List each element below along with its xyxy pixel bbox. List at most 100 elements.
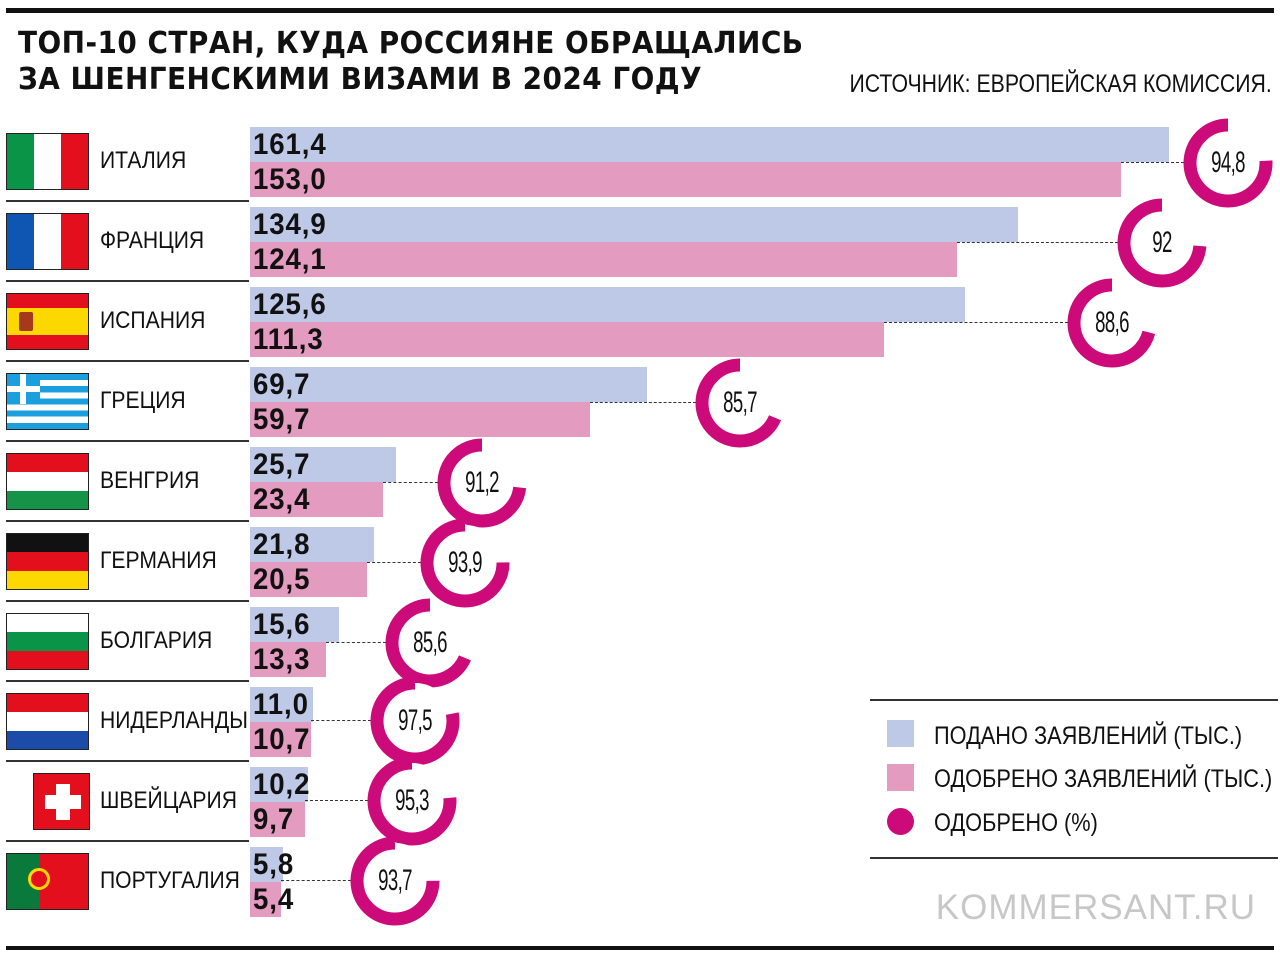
bottom-rule [6, 946, 1274, 950]
dashed-leader [883, 322, 1068, 323]
country-name: ВЕНГРИЯ [100, 467, 200, 494]
percent-label: 93,7 [378, 864, 412, 897]
switzerland-flag [33, 773, 90, 830]
portugal-flag [6, 853, 89, 910]
percent-label: 93,9 [448, 546, 482, 579]
bar-approved [250, 882, 281, 917]
country-name: ИТАЛИЯ [100, 147, 187, 174]
value-approved: 23,4 [253, 483, 311, 516]
chart-title: ТОП-10 СТРАН, КУДА РОССИЯНЕ ОБРАЩАЛИСЬ З… [18, 26, 804, 98]
dashed-leader [383, 482, 438, 483]
value-submitted: 125,6 [253, 288, 327, 321]
row-separator [6, 600, 249, 602]
netherlands-flag [6, 693, 89, 750]
percent-ring [349, 835, 441, 927]
percent-ring [419, 517, 511, 609]
dashed-leader [280, 880, 351, 881]
row-separator [6, 840, 249, 842]
percent-ring-arc [695, 358, 785, 448]
country-name: ГРЕЦИЯ [100, 387, 186, 414]
value-approved: 10,7 [253, 723, 311, 756]
percent-ring-arc [420, 518, 510, 608]
bar-submitted [250, 847, 284, 882]
percent-ring [366, 755, 458, 847]
legend-swatch-submitted [887, 720, 914, 747]
hungary-flag [6, 453, 89, 510]
percent-ring-arc [385, 598, 475, 688]
bulgaria-flag [6, 613, 89, 670]
legend-label-approved: ОДОБРЕНО ЗАЯВЛЕНИЙ (ТЫС.) [934, 765, 1273, 793]
value-approved: 20,5 [253, 563, 311, 596]
legend-swatch-approved [887, 764, 914, 791]
bar-approved [250, 322, 884, 357]
percent-ring [369, 675, 461, 767]
bar-approved [250, 802, 306, 837]
percent-label: 85,6 [413, 626, 447, 659]
value-approved: 111,3 [253, 323, 324, 356]
bar-submitted [250, 527, 375, 562]
legend-label-percent: ОДОБРЕНО (%) [934, 809, 1098, 837]
italy-flag [6, 133, 89, 190]
legend-label-submitted: ПОДАНО ЗАЯВЛЕНИЙ (ТЫС.) [934, 722, 1243, 750]
country-name: НИДЕРЛАНДЫ [100, 707, 248, 734]
row-separator [6, 520, 249, 522]
percent-label: 95,3 [395, 784, 429, 817]
percent-ring-arc [1117, 198, 1207, 288]
row-separator [6, 360, 249, 362]
bar-submitted [250, 447, 397, 482]
france-flag [6, 213, 89, 270]
row-separator [6, 200, 249, 202]
dashed-leader [956, 242, 1118, 243]
value-submitted: 161,4 [253, 128, 327, 161]
dashed-leader [589, 402, 696, 403]
percent-ring-arc [367, 756, 457, 846]
value-submitted: 25,7 [253, 448, 311, 481]
title-line-1: ТОП-10 СТРАН, КУДА РОССИЯНЕ ОБРАЩАЛИСЬ [18, 26, 804, 61]
percent-ring [436, 437, 528, 529]
percent-label: 85,7 [723, 386, 757, 419]
value-submitted: 134,9 [253, 208, 327, 241]
dashed-leader [305, 800, 368, 801]
percent-ring-arc [1183, 118, 1273, 208]
legend-divider [870, 699, 1278, 701]
bar-submitted [250, 127, 1169, 162]
value-submitted: 11,0 [253, 688, 309, 721]
percent-label: 97,5 [398, 704, 432, 737]
row-separator [6, 280, 249, 282]
bar-submitted [250, 607, 339, 642]
value-approved: 153,0 [253, 163, 327, 196]
value-submitted: 15,6 [253, 608, 311, 641]
percent-ring-arc [1067, 278, 1157, 368]
bar-approved [250, 242, 957, 277]
value-submitted: 21,8 [253, 528, 311, 561]
bar-approved [250, 642, 326, 677]
bar-submitted [250, 687, 313, 722]
bar-approved [250, 722, 311, 757]
bar-submitted [250, 767, 309, 802]
percent-ring [694, 357, 786, 449]
germany-flag [6, 533, 89, 590]
legend-divider [870, 857, 1278, 859]
bar-approved [250, 402, 590, 437]
source-note: ИСТОЧНИК: ЕВРОПЕЙСКАЯ КОМИССИЯ. [849, 70, 1272, 98]
value-approved: 5,4 [253, 883, 295, 916]
bar-approved [250, 482, 384, 517]
percent-ring [384, 597, 476, 689]
country-name: ФРАНЦИЯ [100, 227, 205, 254]
greece-flag [6, 373, 89, 430]
percent-ring [1066, 277, 1158, 369]
country-name: ГЕРМАНИЯ [100, 547, 217, 574]
bar-submitted [250, 287, 966, 322]
dashed-leader [366, 562, 421, 563]
dashed-leader [325, 642, 386, 643]
country-name: ПОРТУГАЛИЯ [100, 867, 240, 894]
percent-ring [1116, 197, 1208, 289]
value-approved: 124,1 [253, 243, 327, 276]
bar-approved [250, 562, 367, 597]
value-submitted: 69,7 [253, 368, 311, 401]
percent-label: 92 [1152, 226, 1172, 259]
brand-watermark: KOMMERSANT.RU [935, 888, 1256, 927]
bar-approved [250, 162, 1122, 197]
percent-label: 88,6 [1095, 306, 1129, 339]
